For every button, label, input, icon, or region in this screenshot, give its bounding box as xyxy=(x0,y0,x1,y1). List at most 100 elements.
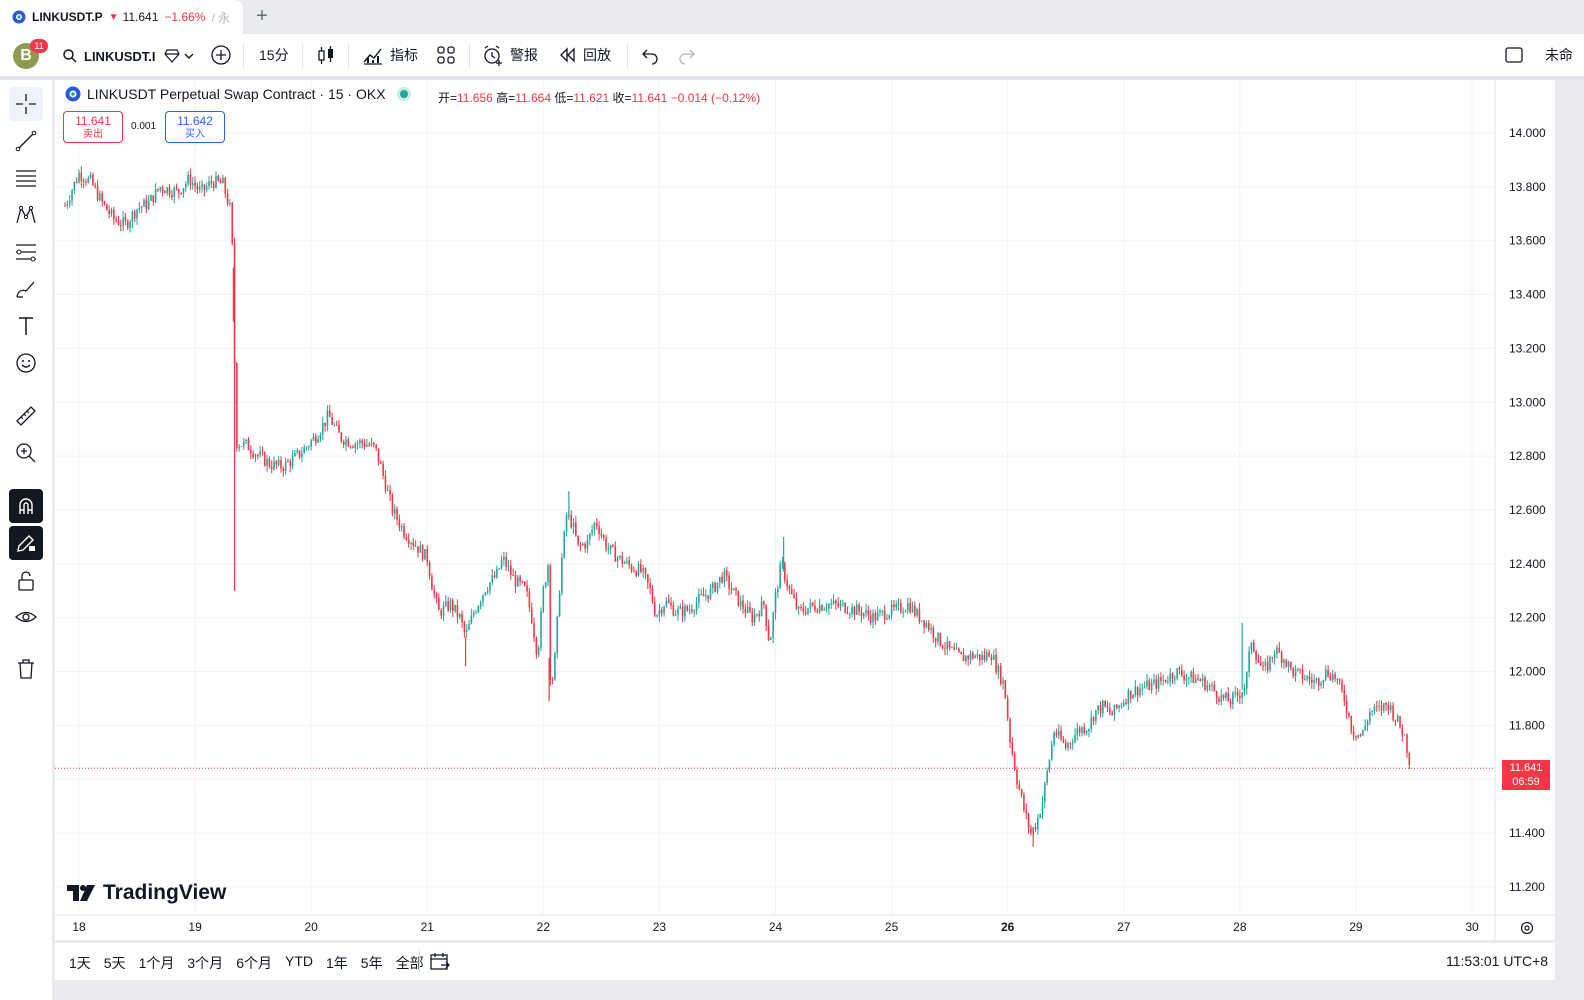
candle-body xyxy=(468,623,470,630)
symbol-search[interactable]: LINKUSDT.I xyxy=(54,43,200,69)
candle-body xyxy=(475,612,477,614)
range-button[interactable]: 1年 xyxy=(325,955,348,971)
range-button[interactable]: 1天 xyxy=(69,955,91,971)
pattern-tool[interactable] xyxy=(9,198,43,232)
candle-body xyxy=(1081,727,1083,733)
buy-button[interactable]: 11.642 买入 xyxy=(165,111,225,143)
candle-body xyxy=(166,187,169,194)
candle-body xyxy=(718,576,721,583)
diamond-icon[interactable] xyxy=(163,49,180,63)
candle-body xyxy=(305,447,308,449)
candle-body xyxy=(658,609,661,616)
redo-button[interactable] xyxy=(677,34,697,76)
candle-body xyxy=(1046,770,1048,784)
candle-body xyxy=(1164,679,1167,682)
candle-body xyxy=(1146,680,1148,687)
candle-body xyxy=(670,602,672,606)
range-button[interactable]: 6个月 xyxy=(236,955,272,971)
candle-body xyxy=(373,442,375,445)
alerts-button[interactable]: 警报 xyxy=(482,34,538,76)
candle-body xyxy=(600,534,603,536)
interval-button[interactable]: 15分 xyxy=(259,47,289,63)
candle-body xyxy=(1095,710,1097,722)
candle-body xyxy=(1227,692,1230,702)
candle-body xyxy=(340,432,343,442)
candle-body xyxy=(493,575,496,578)
add-symbol-button[interactable] xyxy=(210,34,232,76)
brush-tool[interactable] xyxy=(9,272,43,306)
chart-pane[interactable]: 14.000 13.800 13.600 13.400 13.200 13.000 12.8… xyxy=(55,80,1555,940)
time-display[interactable]: 11:53:01 UTC+8 xyxy=(1446,953,1549,969)
text-tool[interactable] xyxy=(9,309,43,343)
sell-button[interactable]: 11.641 卖出 xyxy=(63,111,123,143)
range-button[interactable]: 1个月 xyxy=(138,955,175,971)
crosshair-tool[interactable] xyxy=(9,87,43,121)
candle-body xyxy=(1102,700,1104,714)
undo-icon xyxy=(642,49,658,65)
undo-button[interactable] xyxy=(640,34,660,76)
candle-body xyxy=(881,610,884,612)
calendar-icon[interactable] xyxy=(429,951,451,973)
legend-title[interactable]: LINKUSDT Perpetual Swap Contract · 15 · … xyxy=(87,86,386,102)
candle-body xyxy=(507,565,510,567)
range-button[interactable]: 5天 xyxy=(103,955,126,971)
chart-type-button[interactable] xyxy=(315,34,337,76)
candle-body xyxy=(1167,681,1169,683)
candle-body xyxy=(284,461,287,472)
chevron-down-icon[interactable] xyxy=(184,51,194,61)
magnet-tool[interactable] xyxy=(9,489,43,523)
range-button[interactable]: YTD xyxy=(284,953,313,969)
lock-all-tool[interactable] xyxy=(9,564,43,598)
candle-body xyxy=(380,462,382,464)
candle-body xyxy=(702,593,705,597)
fullscreen-button[interactable] xyxy=(1504,34,1524,76)
candle-body xyxy=(266,458,268,466)
x-tick-label: 28 xyxy=(1233,920,1247,934)
candle-body xyxy=(396,508,398,520)
candle-body xyxy=(677,608,679,615)
lock-drawing-tool[interactable] xyxy=(9,526,43,560)
candle-body xyxy=(126,221,129,228)
candles-icon xyxy=(318,46,333,64)
candle-body xyxy=(895,604,898,608)
candle-body xyxy=(549,565,552,680)
remove-drawings-tool[interactable] xyxy=(9,652,43,686)
candle-body xyxy=(1062,739,1065,743)
high-value: 11.664 xyxy=(515,91,551,105)
candle-body xyxy=(512,574,514,576)
candle-body xyxy=(484,592,487,596)
candle-body xyxy=(679,606,682,609)
tab-bar: LINKUSDT.P ▼ 11.641 −1.66% / 永 + xyxy=(0,0,1584,34)
candle-body xyxy=(122,217,124,226)
candle-body xyxy=(656,615,658,617)
layouts-button[interactable] xyxy=(436,34,456,76)
candle-body xyxy=(1176,668,1178,679)
candle-body xyxy=(565,515,568,532)
forecast-tool[interactable] xyxy=(9,235,43,269)
replay-button[interactable]: 回放 xyxy=(558,34,611,76)
candle-body xyxy=(1290,662,1292,668)
hide-drawings-tool[interactable] xyxy=(9,600,43,634)
range-button[interactable]: 3个月 xyxy=(187,955,224,971)
new-tab-icon[interactable]: + xyxy=(256,5,268,27)
measure-tool[interactable] xyxy=(9,399,43,433)
layout-name[interactable]: 未命 xyxy=(1545,47,1573,63)
trend-line-tool[interactable] xyxy=(9,124,43,158)
zoom-tool[interactable] xyxy=(9,436,43,470)
candle-body xyxy=(1280,652,1283,663)
candle-body xyxy=(424,549,426,560)
candle-body xyxy=(505,556,507,567)
range-button[interactable]: 5年 xyxy=(360,955,383,971)
fib-tool[interactable] xyxy=(9,161,43,195)
settings-gear-icon[interactable] xyxy=(1519,920,1535,936)
candle-body xyxy=(247,439,250,451)
tradingview-watermark[interactable]: TradingView xyxy=(67,881,226,905)
candle-body xyxy=(1129,690,1132,699)
candle-body xyxy=(1136,686,1139,696)
indicators-button[interactable]: 指标 xyxy=(362,34,418,76)
tab-linkusdt[interactable]: LINKUSDT.P ▼ 11.641 −1.66% / 永 xyxy=(0,0,243,34)
range-button[interactable]: 全部 xyxy=(395,955,424,971)
emoji-tool[interactable] xyxy=(9,346,43,380)
price-chart[interactable]: 14.000 13.800 13.600 13.400 13.200 13.000 12.8… xyxy=(55,80,1555,940)
candle-body xyxy=(1006,698,1009,720)
